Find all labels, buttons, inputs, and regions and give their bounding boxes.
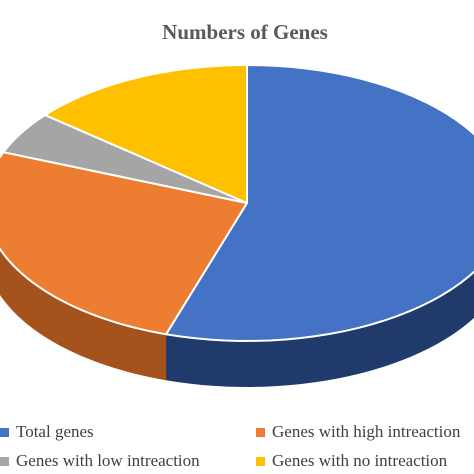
- legend-swatch-no-interaction: [256, 456, 265, 466]
- legend-swatch-low-interaction: [0, 456, 9, 466]
- pie-tops: [0, 64, 474, 342]
- legend-swatch-high-interaction: [256, 427, 265, 437]
- pie-slice-total-genes: [165, 64, 474, 342]
- pie-sides: [0, 248, 474, 387]
- legend-item-high-interaction: Genes with high intreaction: [256, 422, 460, 442]
- legend-label-no-interaction: Genes with no intreaction: [272, 451, 448, 470]
- pie-side-genes-with-high-intreaction: [0, 248, 167, 381]
- pie-slice-genes-with-low-intreaction: [2, 114, 248, 204]
- legend-label-low-interaction: Genes with low intreaction: [16, 451, 200, 470]
- pie-slice-genes-with-no-intreaction: [44, 64, 248, 204]
- legend-label-high-interaction: Genes with high intreaction: [272, 422, 461, 441]
- legend-label-total-genes: Total genes: [16, 422, 94, 441]
- legend-item-total-genes: Total genes: [0, 422, 94, 442]
- legend-item-no-interaction: Genes with no intreaction: [256, 451, 447, 471]
- legend-swatch-total-genes: [0, 427, 9, 437]
- pie-slice-genes-with-high-intreaction: [0, 151, 248, 336]
- pie-side-total-genes: [166, 271, 474, 387]
- legend-item-low-interaction: Genes with low intreaction: [0, 451, 200, 471]
- chart-title: Numbers of Genes: [162, 20, 328, 44]
